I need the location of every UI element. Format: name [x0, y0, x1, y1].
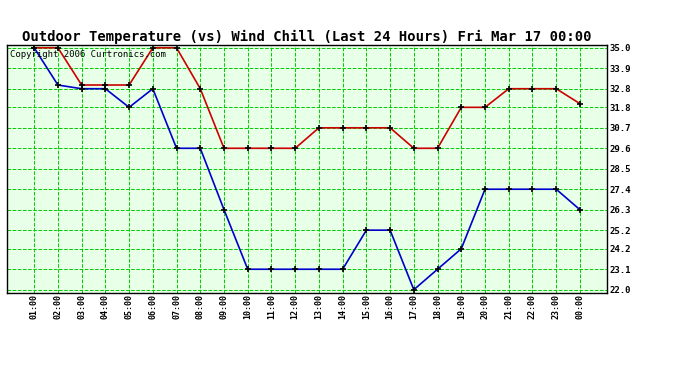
Title: Outdoor Temperature (vs) Wind Chill (Last 24 Hours) Fri Mar 17 00:00: Outdoor Temperature (vs) Wind Chill (Las…	[22, 30, 592, 44]
Text: Copyright 2006 Curtronics.com: Copyright 2006 Curtronics.com	[10, 50, 166, 59]
